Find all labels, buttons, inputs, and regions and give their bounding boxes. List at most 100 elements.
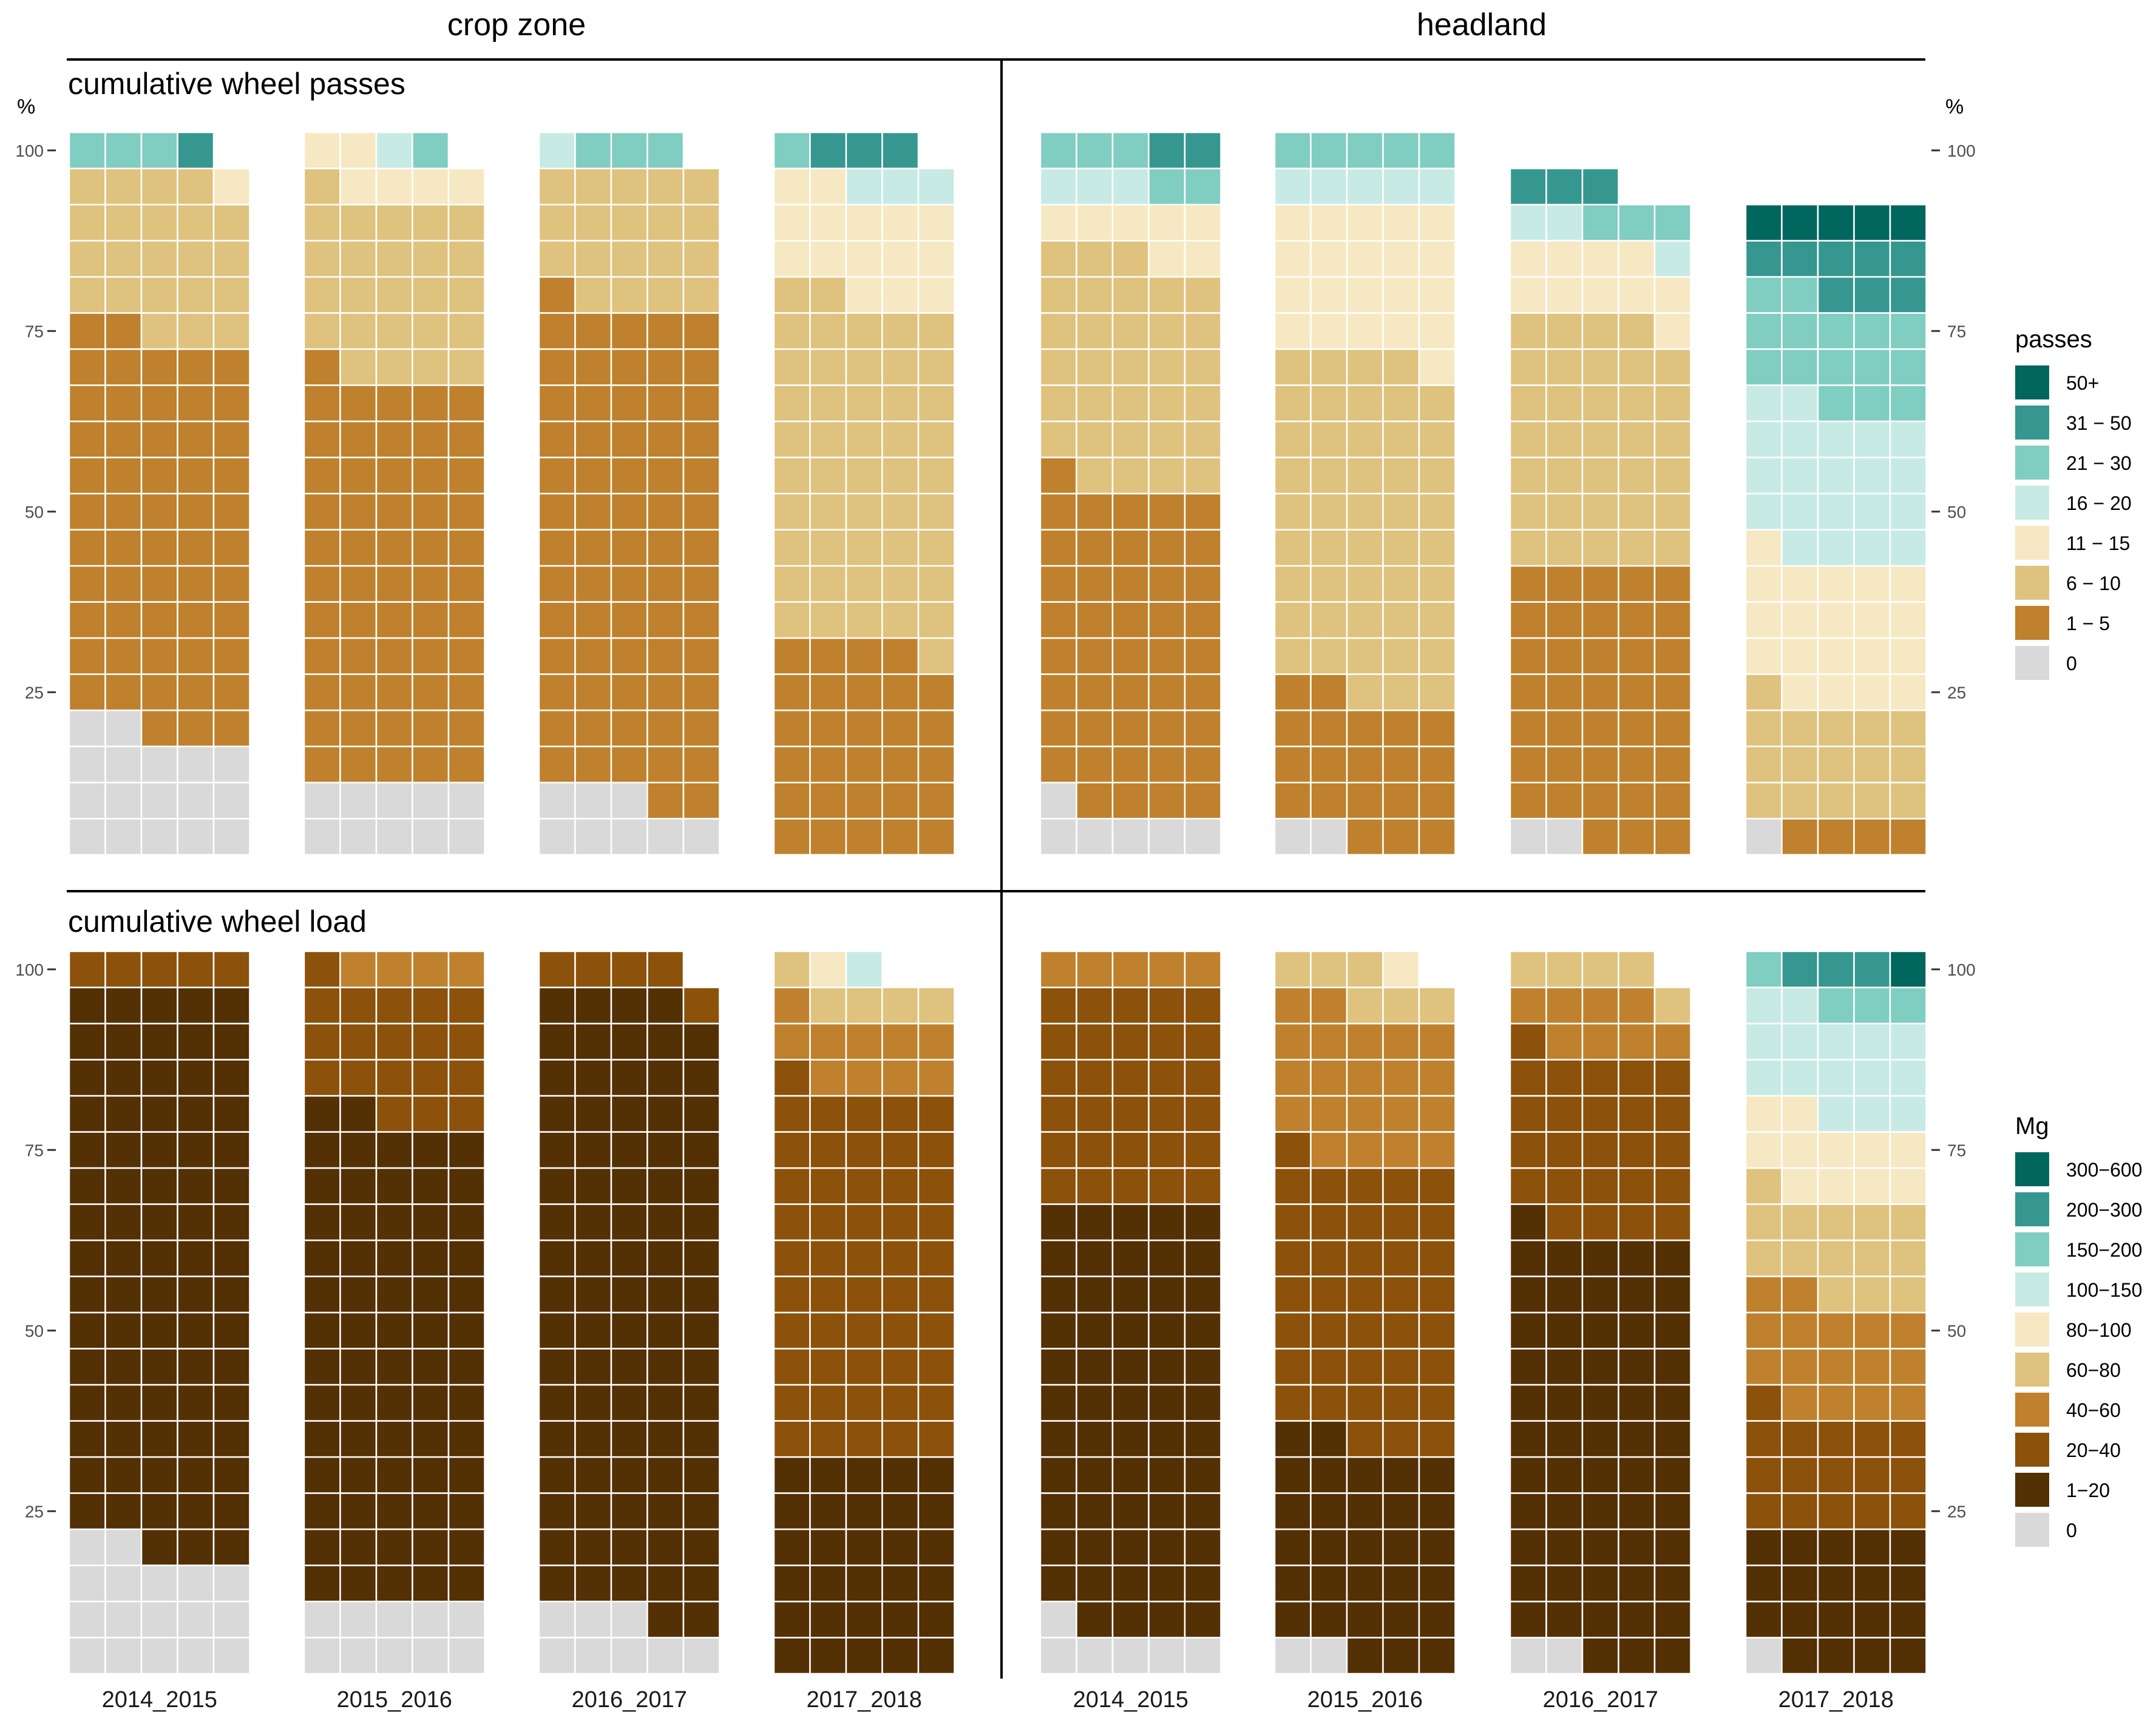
waffle-cell-crop-zone-2015_2016-class-2	[447, 240, 486, 278]
waffle-cell-crop-zone-2016_2017-class-1	[574, 1095, 612, 1133]
waffle-cell-headland-2015_2016-class-2	[1346, 529, 1384, 567]
waffle-cell-headland-2015_2016-class-2	[1346, 1239, 1384, 1277]
waffle-cell-crop-zone-2016_2017-class-2	[574, 276, 612, 314]
waffle-cell-crop-zone-2017_2018-class-1	[881, 1637, 920, 1675]
waffle-cell-headland-2014_2015-class-1	[1039, 1420, 1077, 1458]
waffle-cell-crop-zone-2014_2015-class-3	[212, 168, 251, 206]
x-label-2017_2018: 2017_2018	[1778, 1687, 1894, 1713]
waffle-cell-headland-2014_2015-class-2	[1076, 276, 1114, 314]
waffle-cell-crop-zone-2014_2015-class-1	[68, 1022, 106, 1061]
waffle-cell-headland-2014_2015-class-2	[1148, 457, 1186, 495]
waffle-cell-crop-zone-2017_2018-class-1	[881, 1492, 920, 1530]
waffle-cell-crop-zone-2015_2016-class-0	[303, 1600, 341, 1639]
waffle-cell-headland-2014_2015-class-2	[1039, 1167, 1077, 1205]
waffle-cell-headland-2016_2017-class-2	[1581, 1167, 1619, 1205]
waffle-cell-crop-zone-2016_2017-class-1	[574, 348, 612, 386]
waffle-cell-headland-2014_2015-class-3	[1076, 203, 1114, 242]
waffle-cell-crop-zone-2016_2017-class-1	[646, 492, 685, 531]
waffle-cell-headland-2017_2018-class-2	[1817, 745, 1855, 784]
waffle-cell-crop-zone-2015_2016-class-0	[303, 781, 341, 820]
waffle-cell-headland-2017_2018-class-4	[1889, 457, 1927, 495]
waffle-cell-headland-2015_2016-class-2	[1418, 529, 1456, 567]
waffle-cell-headland-2014_2015-class-2	[1076, 348, 1114, 386]
waffle-cell-crop-zone-2016_2017-class-1	[574, 1203, 612, 1241]
waffle-cell-headland-2014_2015-class-1	[1111, 1348, 1150, 1386]
waffle-cell-crop-zone-2014_2015-class-1	[212, 1384, 251, 1422]
waffle-cell-headland-2015_2016-class-2	[1273, 492, 1312, 531]
waffle-cell-crop-zone-2014_2015-class-1	[140, 565, 178, 603]
waffle-cell-headland-2016_2017-class-2	[1581, 457, 1619, 495]
waffle-cell-headland-2017_2018-class-5	[1889, 1131, 1927, 1169]
waffle-cell-crop-zone-2017_2018-class-1	[773, 673, 811, 711]
waffle-cell-headland-2014_2015-class-0	[1076, 818, 1114, 856]
waffle-cell-headland-2015_2016-class-2	[1310, 1348, 1348, 1386]
waffle-cell-headland-2014_2015-class-1	[1076, 1384, 1114, 1422]
waffle-cell-headland-2016_2017-class-1	[1653, 1492, 1692, 1530]
waffle-cell-crop-zone-2014_2015-class-1	[104, 348, 143, 386]
waffle-cell-headland-2016_2017-class-2	[1545, 529, 1584, 567]
waffle-cell-headland-2016_2017-class-4	[1581, 950, 1619, 988]
waffle-cell-headland-2015_2016-class-1	[1382, 1492, 1420, 1530]
waffle-cell-crop-zone-2014_2015-class-1	[140, 1420, 178, 1458]
waffle-cell-headland-2016_2017-class-2	[1653, 457, 1692, 495]
waffle-cell-headland-2014_2015-class-1	[1148, 492, 1186, 531]
waffle-cell-headland-2014_2015-class-1	[1184, 637, 1222, 675]
waffle-cell-headland-2015_2016-class-1	[1382, 745, 1420, 784]
waffle-cell-crop-zone-2017_2018-class-1	[773, 709, 811, 747]
waffle-cell-headland-2016_2017-class-1	[1581, 1420, 1619, 1458]
waffle-cell-headland-2016_2017-class-2	[1509, 420, 1547, 458]
waffle-cell-headland-2017_2018-class-3	[1889, 1384, 1927, 1422]
waffle-cell-headland-2016_2017-class-1	[1581, 1456, 1619, 1494]
waffle-cell-headland-2017_2018-class-4	[1781, 420, 1819, 458]
waffle-cell-crop-zone-2015_2016-class-0	[303, 1637, 341, 1675]
waffle-cell-crop-zone-2016_2017-class-1	[682, 1600, 720, 1639]
waffle-cell-headland-2014_2015-class-1	[1148, 1564, 1186, 1603]
waffle-cell-headland-2017_2018-class-2	[1889, 709, 1927, 747]
waffle-cell-crop-zone-2014_2015-class-1	[140, 457, 178, 495]
waffle-cell-crop-zone-2014_2015-class-1	[177, 709, 215, 747]
waffle-cell-headland-2017_2018-class-6	[1781, 1022, 1819, 1061]
waffle-cell-headland-2016_2017-class-2	[1545, 492, 1584, 531]
waffle-cell-headland-2016_2017-class-2	[1581, 348, 1619, 386]
waffle-cell-crop-zone-2015_2016-class-0	[447, 818, 486, 856]
waffle-cell-crop-zone-2015_2016-class-0	[412, 1637, 450, 1675]
y-tick-label-left: 75	[25, 1141, 44, 1160]
waffle-cell-headland-2014_2015-class-1	[1111, 709, 1150, 747]
waffle-cell-headland-2014_2015-class-2	[1076, 1095, 1114, 1133]
waffle-cell-crop-zone-2014_2015-class-0	[212, 818, 251, 856]
waffle-cell-crop-zone-2016_2017-class-1	[538, 1420, 576, 1458]
waffle-cell-crop-zone-2014_2015-class-1	[177, 1095, 215, 1133]
waffle-cell-headland-2015_2016-class-1	[1273, 709, 1312, 747]
waffle-cell-crop-zone-2016_2017-class-2	[574, 950, 612, 988]
waffle-cell-crop-zone-2015_2016-class-1	[339, 1311, 378, 1350]
waffle-cell-headland-2015_2016-class-3	[1310, 987, 1348, 1025]
waffle-cell-crop-zone-2015_2016-class-1	[412, 1203, 450, 1241]
waffle-cell-headland-2016_2017-class-1	[1618, 1600, 1656, 1639]
waffle-cell-crop-zone-2016_2017-class-1	[610, 529, 648, 567]
waffle-cell-headland-2016_2017-class-2	[1581, 1095, 1619, 1133]
waffle-cell-headland-2014_2015-class-2	[1039, 384, 1077, 423]
waffle-cell-crop-zone-2016_2017-class-1	[538, 492, 576, 531]
waffle-cell-headland-2017_2018-class-4	[1853, 420, 1891, 458]
waffle-cell-crop-zone-2015_2016-class-1	[339, 1348, 378, 1386]
waffle-cell-crop-zone-2015_2016-class-2	[339, 1059, 378, 1097]
waffle-cell-headland-2015_2016-class-2	[1382, 420, 1420, 458]
waffle-cell-headland-2014_2015-class-1	[1076, 1456, 1114, 1494]
waffle-cell-crop-zone-2017_2018-class-3	[773, 987, 811, 1025]
waffle-cell-crop-zone-2016_2017-class-1	[610, 673, 648, 711]
waffle-cell-headland-2016_2017-class-0	[1545, 1637, 1584, 1675]
waffle-cell-crop-zone-2017_2018-class-2	[809, 384, 847, 423]
waffle-cell-headland-2015_2016-class-1	[1382, 709, 1420, 747]
legend-key-1-5	[2015, 1313, 2049, 1347]
waffle-cell-crop-zone-2015_2016-class-1	[375, 637, 413, 675]
waffle-cell-headland-2014_2015-class-5	[1039, 131, 1077, 169]
waffle-cell-crop-zone-2016_2017-class-1	[574, 1420, 612, 1458]
waffle-cell-headland-2014_2015-class-1	[1076, 565, 1114, 603]
waffle-cell-crop-zone-2017_2018-class-2	[845, 312, 883, 350]
waffle-cell-crop-zone-2017_2018-class-1	[809, 637, 847, 675]
waffle-cell-crop-zone-2015_2016-class-2	[303, 203, 341, 242]
waffle-cell-crop-zone-2017_2018-class-3	[845, 240, 883, 278]
waffle-cell-headland-2015_2016-class-1	[1310, 781, 1348, 820]
waffle-cell-crop-zone-2014_2015-class-0	[140, 1600, 178, 1639]
waffle-cell-headland-2017_2018-class-4	[1744, 1239, 1783, 1277]
